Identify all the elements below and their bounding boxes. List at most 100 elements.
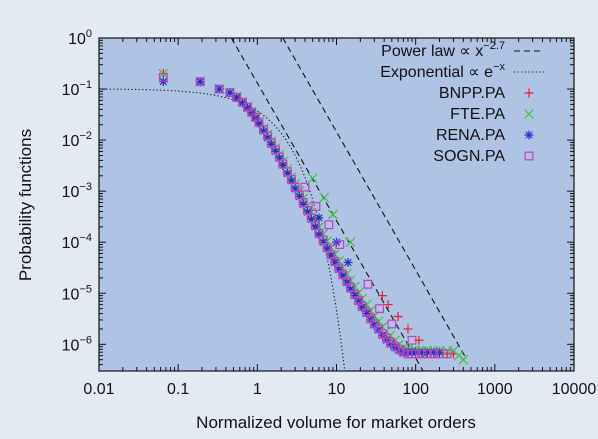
data-point [434,347,444,357]
data-point [238,97,247,107]
data-point [319,192,330,203]
data-point [251,113,261,123]
x-tick-label: 1 [253,381,262,398]
data-point [357,303,367,313]
data-point [298,199,308,209]
data-point [343,258,353,268]
data-point [266,140,276,150]
data-point [407,335,417,345]
data-point [274,153,284,163]
data-point [403,324,413,334]
axis-ticks [98,37,575,372]
plot-area [99,38,574,371]
legend-marker-sample [524,88,534,98]
data-point [385,339,395,349]
data-point [375,304,384,314]
data-point [254,118,264,128]
data-point [314,230,324,240]
legend-entry: BNPP.PA [439,85,534,102]
data-point [225,88,235,98]
legend-marker-sample [524,130,534,140]
data-point [354,297,364,307]
data-point [302,207,312,217]
y-tick-label: 10−5 [62,283,92,303]
data-point [326,251,336,261]
x-tick-label: 0.1 [167,381,189,398]
legend-marker-sample [524,109,534,119]
data-point [310,222,320,232]
data-point [350,291,360,301]
data-point [307,173,318,184]
data-point [363,279,373,289]
data-point [383,300,393,310]
data-point [242,103,252,113]
data-point [225,88,235,98]
data-point [300,182,310,192]
data-point [417,347,427,357]
data-point [195,77,205,87]
data-point [335,240,345,249]
data-point [278,159,288,169]
data-point [324,220,334,230]
data-point [294,192,304,202]
data-point [334,265,344,275]
plot-frame [98,37,575,372]
data-point [387,319,397,329]
data-point [411,349,421,359]
data-point [342,278,352,288]
data-point [330,258,340,268]
x-tick-label: 0.01 [83,381,114,398]
legend-label: BNPP.PA [439,85,505,102]
data-point [362,309,372,319]
y-tick-label: 10−1 [62,79,92,99]
legend-label: SOGN.PA [433,148,505,165]
data-point [327,209,338,220]
data-point [429,347,439,357]
data-point [345,237,356,248]
x-tick-label: 10 [328,381,346,398]
y-tick-label: 10−2 [62,130,92,150]
data-point [195,77,205,87]
y-tick-label: 100 [68,28,92,48]
data-point [290,184,300,194]
data-point [442,349,452,359]
reference-line-power-law-2 [282,38,466,357]
x-tick-labels: 0.01 0.1 1 10 100 1000 10000 [83,381,596,398]
data-point [254,119,264,129]
data-point [422,349,432,359]
legend-label: FTE.PA [450,106,505,123]
y-axis-title: Probability functions [16,129,35,281]
legend-marker-sample [524,151,534,161]
data-point [214,84,224,94]
reference-line-power-law-1 [230,38,424,371]
y-tick-label: 10−6 [62,334,92,354]
legend-label: Power law ∝ x−2.7 [381,40,505,60]
data-point [429,349,439,359]
data-point [377,291,387,301]
data-point [386,337,395,347]
legend-entry: RENA.PA [436,127,534,144]
data-point [238,98,248,108]
data-point [357,302,367,311]
data-point [322,244,332,254]
data-point [318,237,328,247]
data-point [417,349,427,359]
data-point [282,169,292,179]
data-point [314,213,324,223]
data-point [278,160,288,170]
legend-entry: Power law ∝ x−2.7 [381,40,544,60]
data-point [311,202,321,211]
y-tick-label: 10−4 [62,232,92,252]
x-axis-title: Normalized volume for market orders [196,413,476,432]
data-point [286,176,296,186]
x-tick-label: 1000 [477,381,513,398]
data-point [345,284,355,294]
data-point [271,146,281,156]
data-point [338,271,348,281]
x-tick-label: 100 [402,381,429,398]
data-point [214,84,224,94]
data-point [398,347,408,357]
data-point [259,126,269,136]
